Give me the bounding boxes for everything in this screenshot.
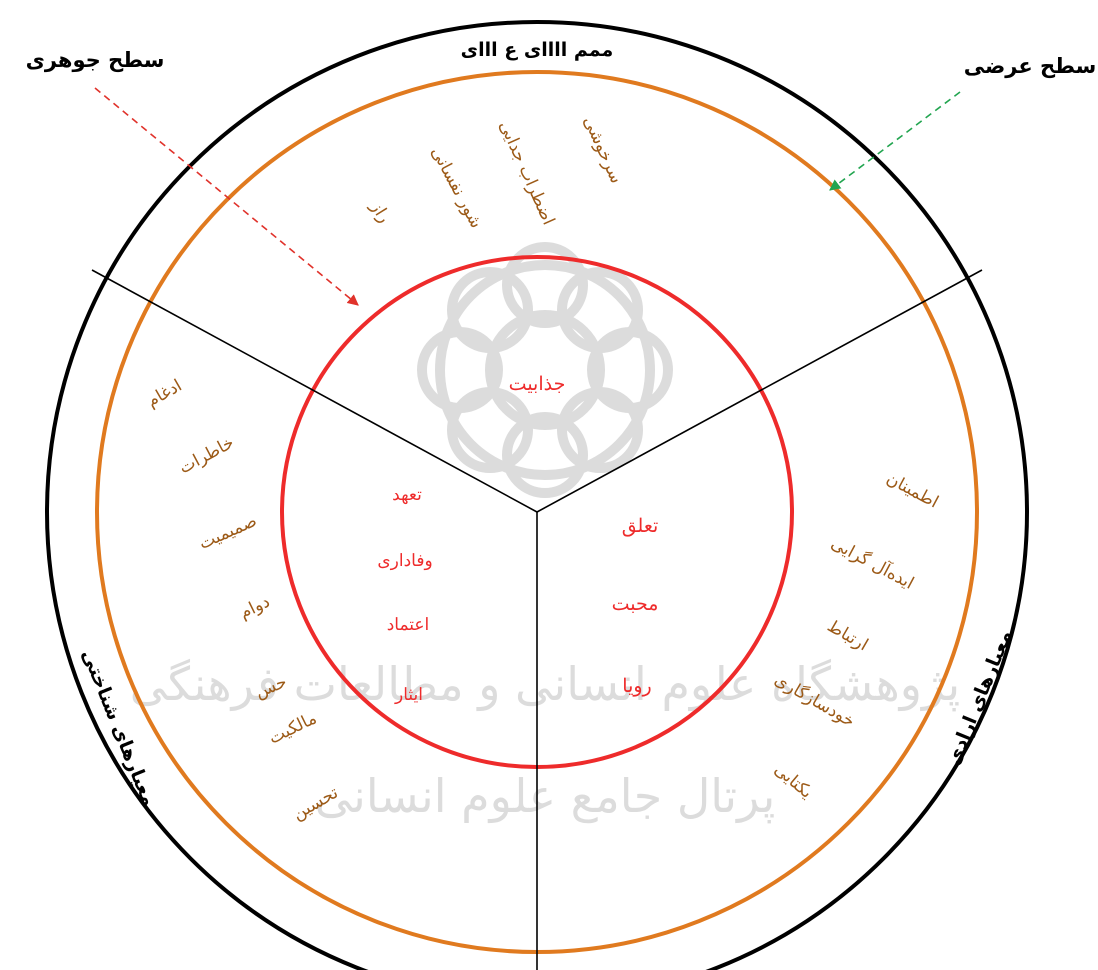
outer-item-left-4: دوام [236,592,273,624]
inner-item-left-2: وفاداری [377,551,432,571]
outer-circle [45,20,1029,970]
divider-right [536,269,983,513]
outer-item-top-1: سرخوشی [579,113,626,186]
watermark-text-line2: پرتال جامع علوم انسانی [315,769,776,824]
outer-item-top-4: راز [366,197,395,226]
green-pointer-arrow [829,91,961,191]
inner-item-right-1: تعلق [622,515,659,537]
red-pointer-arrow [94,87,359,306]
inner-item-right-3: رویا [622,675,651,697]
divider-left [91,269,538,513]
outer-item-left-1: ادغام [144,376,186,412]
sector-title-top: ممم اااای ع ااای [461,39,614,61]
watermark-emblem [417,242,673,498]
inner-item-right-2: محبت [612,593,659,615]
watermark-text-line1: پژوهشگاه علوم انسانی و مطالعات فرهنگی [130,657,960,712]
outer-item-right-1: اطمینان [883,469,942,513]
outer-item-left-2: خاطرات [176,433,238,479]
outer-item-right-2: ایده‌آل گرایی [828,532,919,594]
inner-item-left-1: تعهد [392,485,422,505]
center-label: جذابیت [509,373,566,395]
outer-item-right-5: یکتایی [770,760,816,803]
label-accidental-level: سطح عرضی [964,54,1097,78]
outer-item-left-6: مالکیت [266,708,320,748]
outer-item-top-3: شور نفسانی [427,144,487,232]
label-essential-level: سطح جوهری [26,48,165,72]
outer-item-left-3: صمیمیت [196,511,260,554]
outer-item-right-3: ارتباط [824,616,872,655]
inner-item-left-3: اعتماد [387,615,430,635]
watermark: پژوهشگاه علوم انسانی و مطالعات فرهنگی پر… [130,242,960,824]
outer-item-top-2: اضطراب جدایی [495,118,559,228]
inner-item-left-4: ایثار [394,685,423,705]
